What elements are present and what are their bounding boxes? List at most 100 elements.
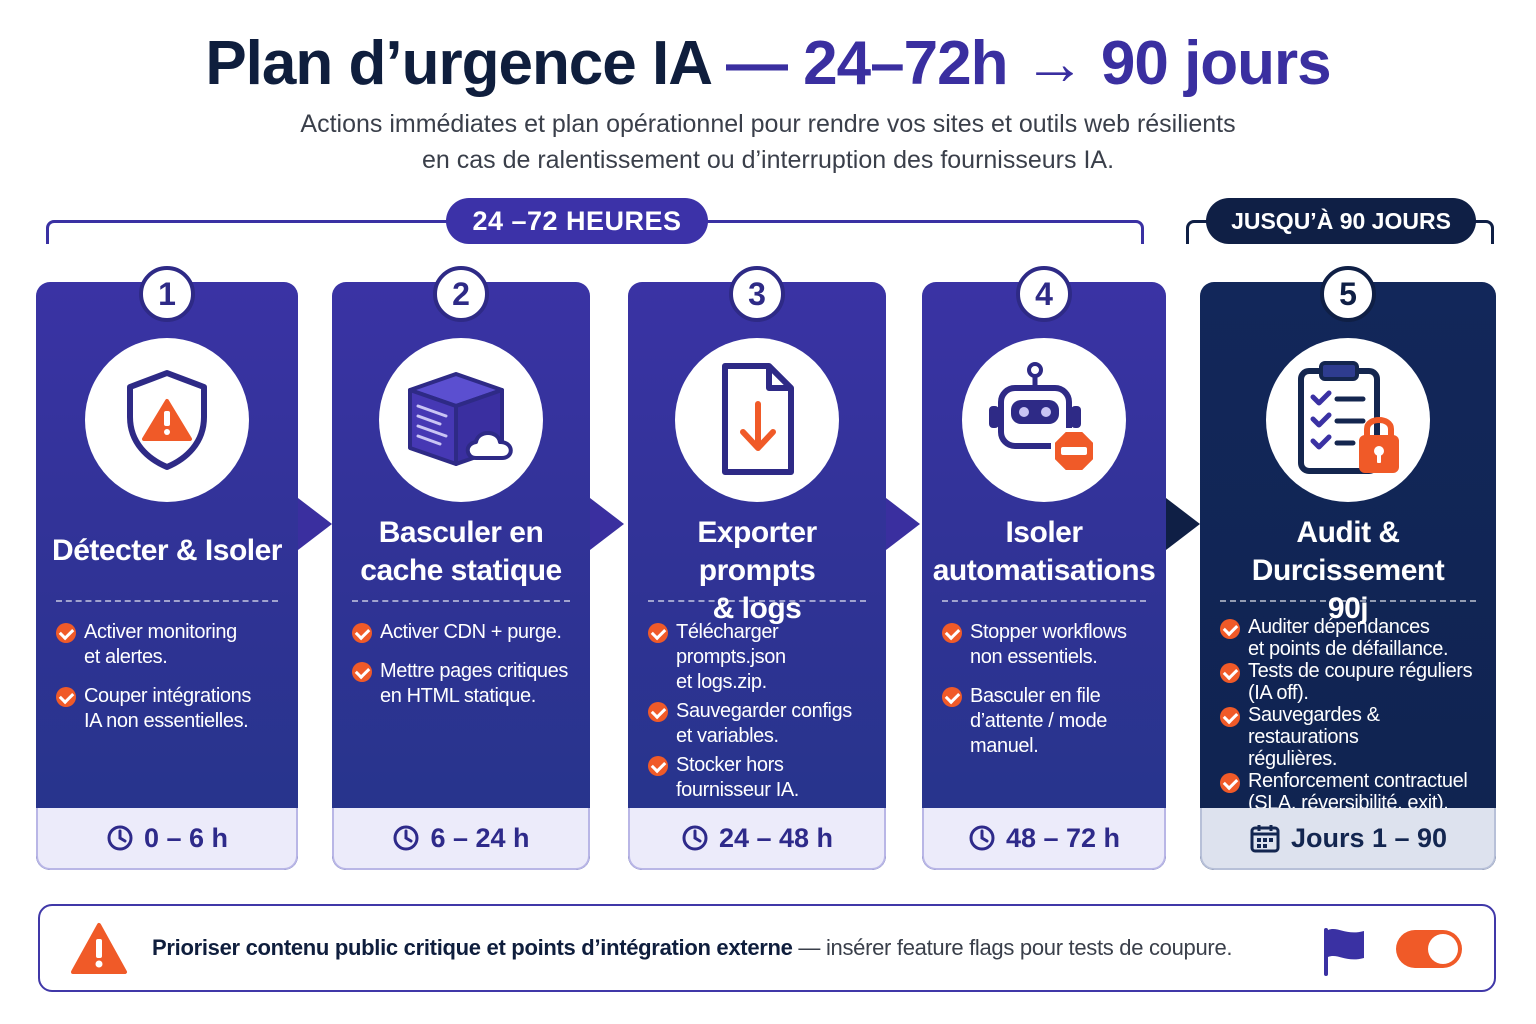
- title-accent: — 24–72h → 90 jours: [725, 29, 1332, 98]
- step-title-line: Basculer en: [378, 516, 544, 549]
- file-download-icon: [675, 338, 839, 502]
- step-time-label: Jours 1 – 90: [1290, 822, 1448, 853]
- step-title: Audit & Durcissement 90j: [1208, 514, 1488, 628]
- step-bullet: Auditer dépendances et points de défailla…: [1220, 616, 1484, 660]
- step-divider: [942, 600, 1146, 602]
- clipboard-lock-icon: [1266, 338, 1430, 502]
- check-icon: [942, 623, 962, 643]
- subtitle: Actions immédiates et plan opérationnel …: [0, 106, 1536, 178]
- check-icon: [1220, 619, 1240, 639]
- step-bullet: Mettre pages critiques en HTML statique.: [352, 659, 578, 709]
- step-bullets: Auditer dépendances et points de défailla…: [1220, 616, 1484, 814]
- calendar-icon: [1249, 822, 1281, 854]
- step-timeframe: 24 – 48 h: [628, 808, 886, 870]
- step-bullet-line: et points de défaillance.: [1248, 638, 1449, 660]
- step-title-line: & logs: [712, 592, 802, 625]
- step-time-label: 6 – 24 h: [430, 822, 530, 853]
- title-main: Plan d’urgence IA: [205, 29, 710, 98]
- step-timeframe: 0 – 6 h: [36, 808, 298, 870]
- step-title-line: 90j: [1327, 592, 1369, 625]
- check-icon: [942, 687, 962, 707]
- step-bullet-line: Auditer dépendances: [1248, 616, 1430, 638]
- check-icon: [352, 662, 372, 682]
- step-card-5: Audit & Durcissement 90j Auditer dépendanc…: [1200, 282, 1496, 870]
- warning-triangle-icon: [71, 923, 127, 974]
- check-icon: [1220, 707, 1240, 727]
- step-title-line: Exporter prompts: [697, 516, 817, 587]
- step-bullet-line: manuel.: [970, 735, 1039, 757]
- step-card-2: Basculer en cache statique Activer CDN + p…: [332, 282, 590, 870]
- step-divider: [352, 600, 570, 602]
- step-title-line: Détecter & Isoler: [52, 534, 282, 567]
- step-bullet-line: Sauvegarder configs: [676, 700, 852, 722]
- step-bullet-line: Mettre pages critiques: [380, 660, 568, 682]
- clock-icon: [392, 824, 420, 852]
- note-dash: —: [792, 935, 826, 960]
- check-icon: [56, 687, 76, 707]
- step-bullet-line: Sauvegardes & restaurations: [1248, 704, 1380, 748]
- step-card-4: Isoler automatisations Stopper workflows no…: [922, 282, 1166, 870]
- step-bullet-line: Activer CDN + purge.: [380, 621, 562, 643]
- chevron-right-icon: [1166, 498, 1200, 550]
- priority-note: Prioriser contenu public critique et poi…: [38, 904, 1496, 992]
- step-number-badge: 4: [1016, 266, 1072, 322]
- step-bullet: Activer CDN + purge.: [352, 620, 578, 645]
- step-bullet-line: Renforcement contractuel: [1248, 770, 1468, 792]
- clock-icon: [106, 824, 134, 852]
- step-number-badge: 5: [1320, 266, 1376, 322]
- note-bold: Prioriser contenu public critique et poi…: [152, 935, 793, 960]
- step-bullet: Tests de coupure réguliers (IA off).: [1220, 660, 1484, 704]
- step-card-3: Exporter prompts & logs Télécharger prompt…: [628, 282, 886, 870]
- flag-icon: [1324, 928, 1364, 976]
- step-bullet-line: en HTML statique.: [380, 685, 536, 707]
- clock-icon: [968, 824, 996, 852]
- note-rest: insérer feature flags pour tests de coup…: [825, 935, 1233, 960]
- step-time-label: 0 – 6 h: [143, 822, 229, 853]
- subtitle-line-2: en cas de ralentissement ou d’interrupti…: [421, 146, 1115, 174]
- phase-pill-90-days: JUSQU’À 90 JOURS: [1206, 198, 1476, 244]
- step-bullet-line: et variables.: [676, 725, 779, 747]
- step-bullet-line: Stopper workflows: [970, 621, 1127, 643]
- step-title-line: automatisations: [932, 554, 1156, 587]
- step-bullet-line: Couper intégrations: [84, 685, 251, 707]
- step-bullet: Stopper workflows non essentiels.: [942, 620, 1154, 670]
- step-title: Isoler automatisations: [930, 514, 1158, 590]
- check-icon: [56, 623, 76, 643]
- step-bullet: Sauvegardes & restaurations régulières.: [1220, 704, 1484, 770]
- step-bullet-line: Basculer en file: [970, 685, 1101, 707]
- check-icon: [352, 623, 372, 643]
- check-icon: [648, 702, 668, 722]
- step-title-line: Isoler: [1005, 516, 1083, 549]
- step-title: Basculer en cache statique: [340, 514, 582, 590]
- step-bullet-line: IA non essentielles.: [84, 710, 249, 732]
- shield-warning-icon: [85, 338, 249, 502]
- step-bullets: Stopper workflows non essentiels. Basculer…: [942, 620, 1154, 773]
- step-timeframe: 48 – 72 h: [922, 808, 1166, 870]
- step-bullet-line: d’attente / mode: [970, 710, 1108, 732]
- step-bullet-line: Stocker hors: [676, 754, 784, 776]
- check-icon: [648, 756, 668, 776]
- step-title-line: cache statique: [360, 554, 562, 587]
- step-bullet-line: régulières.: [1248, 748, 1337, 770]
- step-bullet-line: non essentiels.: [970, 646, 1098, 668]
- toggle-knob: [1428, 934, 1458, 964]
- step-bullet: Télécharger prompts.json et logs.zip.: [648, 620, 874, 695]
- page-title: Plan d’urgence IA — 24–72h → 90 jours: [0, 28, 1536, 99]
- step-bullets: Télécharger prompts.json et logs.zip. Sauv…: [648, 620, 874, 807]
- step-time-label: 48 – 72 h: [1005, 822, 1121, 853]
- step-divider: [1220, 600, 1476, 602]
- subtitle-line-1: Actions immédiates et plan opérationnel …: [300, 110, 1236, 138]
- step-bullet: Activer monitoring et alertes.: [56, 620, 286, 670]
- step-bullets: Activer CDN + purge. Mettre pages critiqu…: [352, 620, 578, 723]
- server-cloud-icon: [379, 338, 543, 502]
- step-bullet-line: et alertes.: [84, 646, 168, 668]
- check-icon: [648, 623, 668, 643]
- chevron-right-icon: [886, 498, 920, 550]
- step-divider: [56, 600, 278, 602]
- step-number-badge: 1: [139, 266, 195, 322]
- toggle-switch-icon[interactable]: [1396, 930, 1462, 968]
- step-bullet-line: Tests de coupure réguliers: [1248, 660, 1473, 682]
- note-text: Prioriser contenu public critique et poi…: [152, 935, 1233, 961]
- check-icon: [1220, 773, 1240, 793]
- step-number-badge: 3: [729, 266, 785, 322]
